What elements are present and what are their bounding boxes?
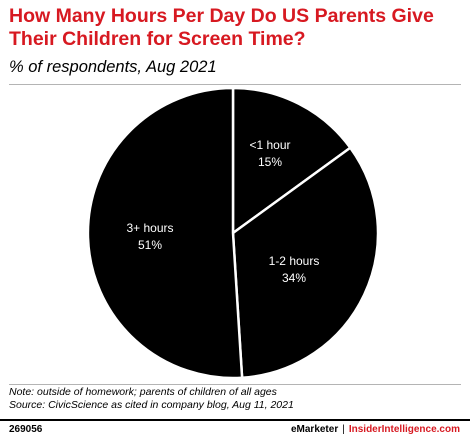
slice-label-2: 1-2 hours [269,254,320,268]
brand-insider-intelligence[interactable]: InsiderIntelligence.com [348,424,460,435]
pie-slice-2 [231,146,380,379]
slice-value-2: 34% [282,271,306,285]
bottom-divider [9,384,461,385]
brand-separator: | [342,424,345,435]
pie-chart: <1 hour 15% 1-2 hours 34% 3+ hours 51% [86,86,380,380]
brand-credit: eMarketer | InsiderIntelligence.com [291,423,460,436]
pie-slice-1 [231,86,352,235]
chart-id: 269056 [9,424,43,435]
slice-value-1: 15% [258,155,282,169]
chart-title: How Many Hours Per Day Do US Parents Giv… [9,5,434,50]
brand-emarketer: eMarketer [290,424,339,435]
chart-subtitle: % of respondents, Aug 2021 [9,58,217,76]
chart-note: Note: outside of homework; parents of ch… [9,386,277,398]
pie-slices [86,86,380,380]
slice-label-1: <1 hour [249,138,290,152]
slice-value-3: 51% [138,238,162,252]
pie-slice-3 [86,86,244,380]
top-divider [9,84,461,85]
footer-bar [0,419,470,421]
pie-labels: <1 hour 15% 1-2 hours 34% 3+ hours 51% [126,138,319,285]
chart-source: Source: CivicScience as cited in company… [9,399,294,411]
slice-label-3: 3+ hours [126,221,173,235]
